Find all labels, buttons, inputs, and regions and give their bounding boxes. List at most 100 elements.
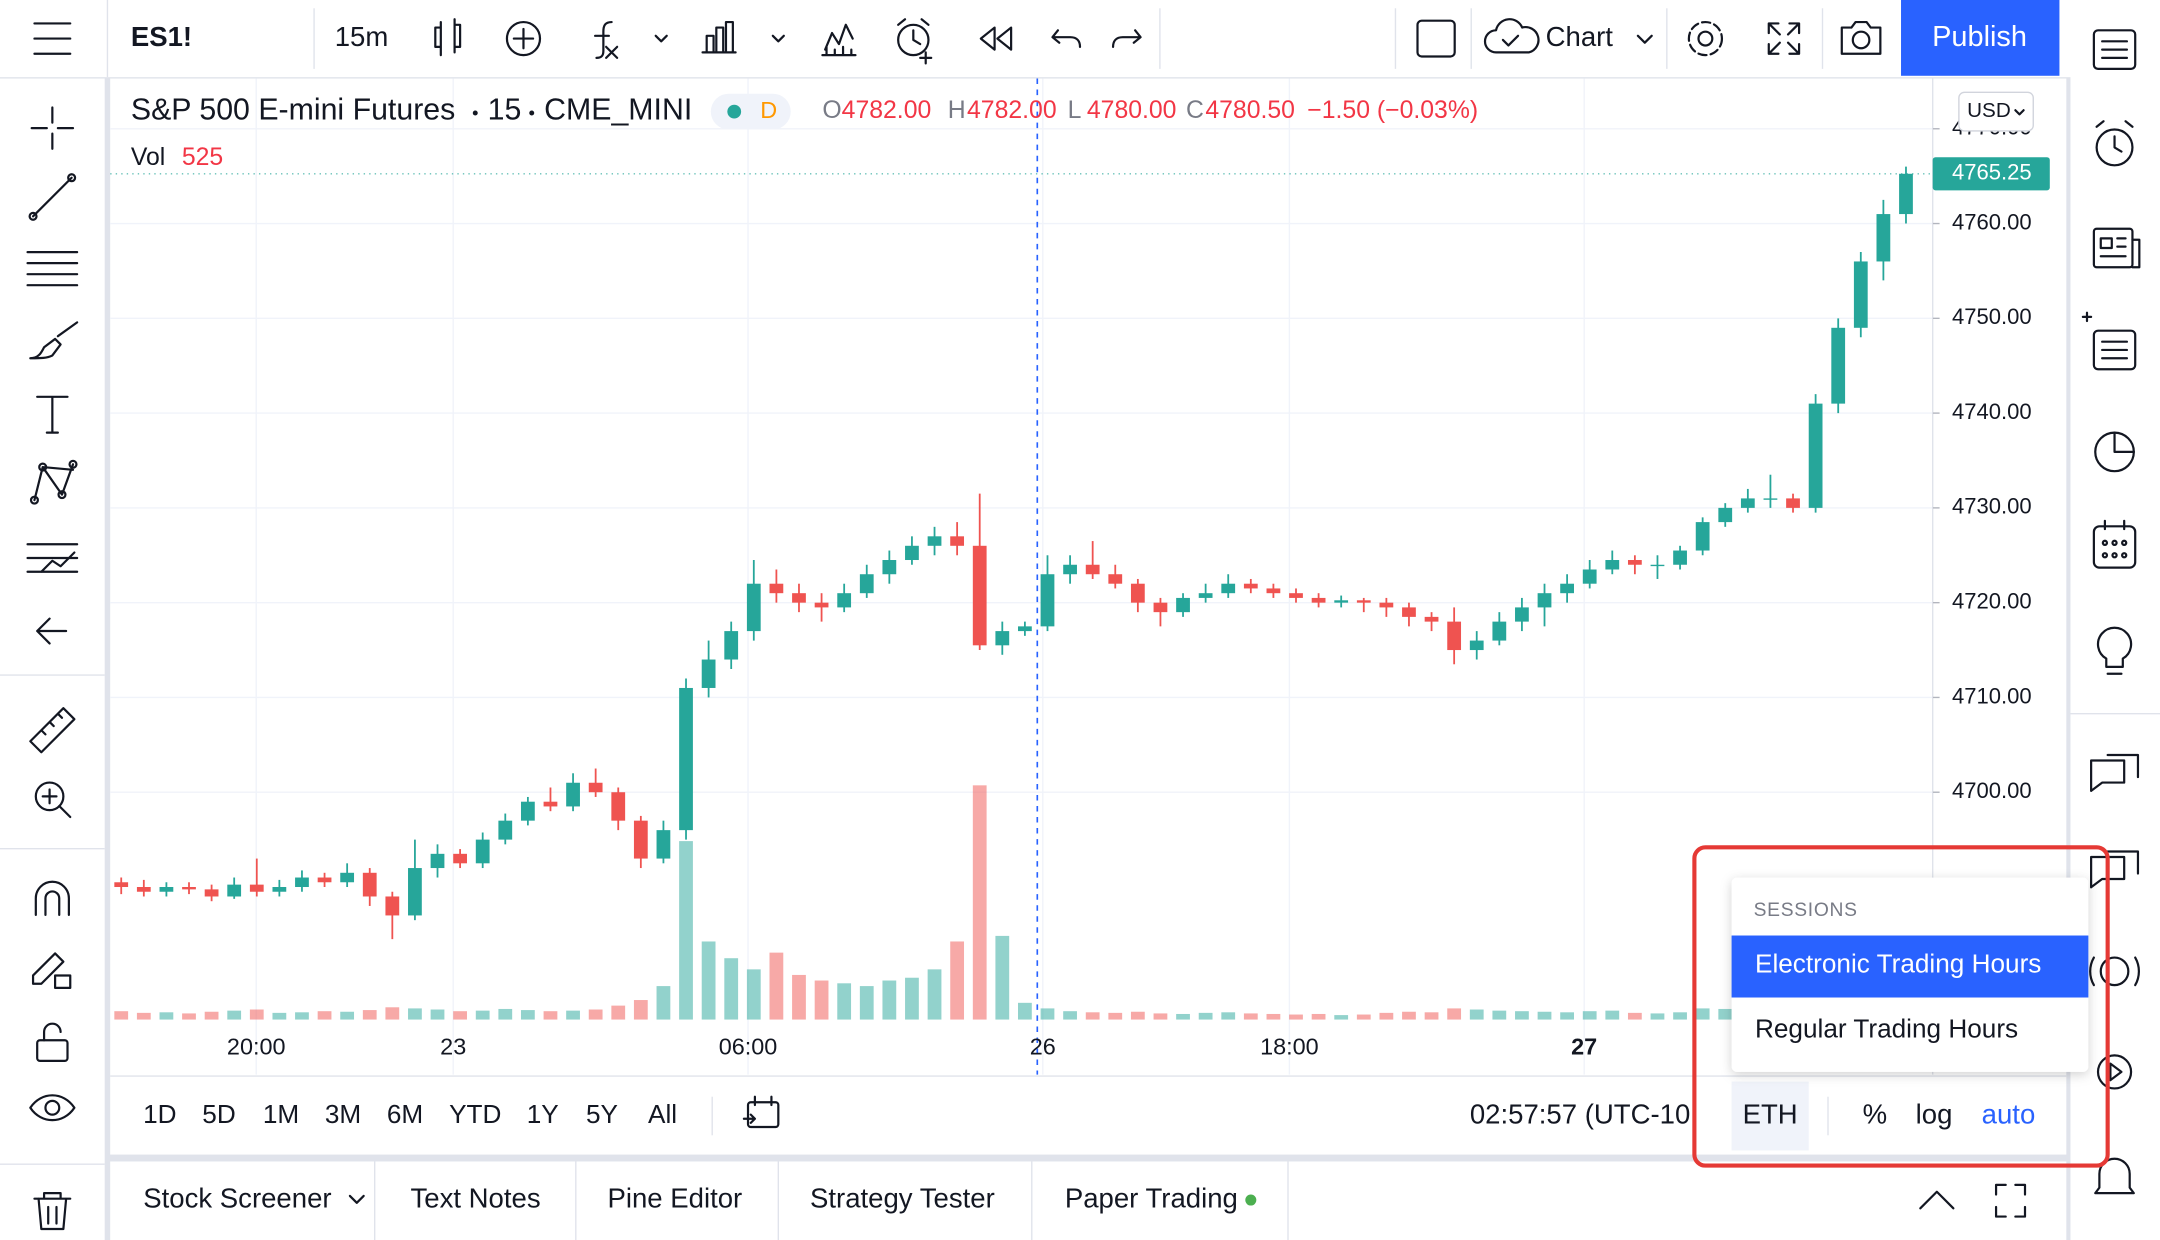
panel-tab[interactable]: Text Notes bbox=[411, 1182, 541, 1213]
calendar-button[interactable] bbox=[2121, 539, 2128, 547]
magnet-tool[interactable] bbox=[34, 880, 70, 916]
range-button[interactable]: 6M bbox=[387, 1099, 423, 1129]
alerts-button[interactable] bbox=[2095, 120, 2134, 167]
data-window-button[interactable] bbox=[2081, 311, 2093, 323]
calendar-button[interactable] bbox=[2101, 539, 2109, 547]
symbol-title[interactable]: S&P 500 E-mini Futures bbox=[131, 94, 455, 127]
watchlist-button[interactable] bbox=[2092, 29, 2137, 70]
templates-button[interactable] bbox=[701, 20, 785, 54]
menu-item-selected-bg[interactable] bbox=[1731, 935, 2089, 998]
calendar-button[interactable] bbox=[2103, 519, 2126, 531]
indicators-button[interactable] bbox=[654, 34, 668, 43]
templates-button[interactable] bbox=[701, 20, 737, 54]
broadcast-button[interactable] bbox=[2109, 1062, 2123, 1082]
trend-line-tool[interactable] bbox=[28, 173, 77, 221]
templates-button[interactable] bbox=[771, 34, 785, 43]
compare-button[interactable] bbox=[512, 27, 535, 50]
go-to-date-button[interactable] bbox=[742, 1095, 780, 1129]
maximize-panel-button[interactable] bbox=[1994, 1183, 2027, 1218]
pattern-tool[interactable] bbox=[29, 459, 78, 505]
alerts-list-button[interactable] bbox=[821, 23, 857, 57]
alert-button[interactable] bbox=[897, 18, 933, 65]
remove-drawings-tool[interactable] bbox=[33, 1192, 72, 1231]
lock-all-tool[interactable] bbox=[36, 1039, 69, 1062]
chart-type-button[interactable] bbox=[434, 18, 462, 57]
range-button[interactable]: 5Y bbox=[586, 1099, 618, 1129]
hide-toolbar-button[interactable] bbox=[36, 617, 68, 645]
redo-button[interactable] bbox=[1111, 29, 1142, 48]
visibility-tool[interactable] bbox=[29, 1094, 76, 1122]
interval[interactable]: 15m bbox=[335, 21, 389, 52]
brush-tool[interactable] bbox=[29, 321, 79, 360]
panel-tab[interactable]: Stock Screener bbox=[143, 1182, 331, 1213]
chats-button[interactable] bbox=[2090, 753, 2140, 792]
prediction-tool[interactable] bbox=[26, 543, 79, 573]
watchlist-button[interactable] bbox=[2101, 40, 2129, 59]
prediction-tool[interactable] bbox=[26, 543, 79, 573]
compare-button[interactable] bbox=[505, 20, 542, 57]
layout-button[interactable] bbox=[1416, 19, 1456, 58]
broadcast-button[interactable] bbox=[2096, 1054, 2133, 1090]
range-button[interactable]: 1M bbox=[263, 1099, 299, 1129]
public-chats-button[interactable] bbox=[2090, 850, 2140, 889]
data-window-button[interactable] bbox=[2081, 311, 2137, 371]
currency-button[interactable] bbox=[1958, 91, 2034, 132]
undo-button[interactable] bbox=[1051, 29, 1082, 48]
go-to-date-button[interactable] bbox=[742, 1095, 773, 1124]
publish-label[interactable]: Publish bbox=[1932, 21, 2027, 53]
broadcast-button[interactable] bbox=[2096, 1054, 2133, 1090]
range-button[interactable]: 5D bbox=[202, 1099, 235, 1129]
notifications-button[interactable] bbox=[2094, 1157, 2135, 1195]
chats-button[interactable] bbox=[2090, 753, 2140, 792]
news-button[interactable] bbox=[2092, 227, 2134, 269]
auto-toggle[interactable]: auto bbox=[1982, 1098, 2036, 1129]
panel-tab[interactable]: Strategy Tester bbox=[810, 1182, 995, 1213]
streams-button[interactable] bbox=[2099, 956, 2130, 987]
snapshot-button[interactable] bbox=[1851, 30, 1871, 50]
alerts-button[interactable] bbox=[2095, 120, 2134, 153]
replay-button[interactable] bbox=[979, 26, 1013, 51]
lock-drawing-tool[interactable] bbox=[54, 974, 72, 989]
currency-label[interactable]: USD bbox=[1967, 99, 2011, 122]
calendar-button[interactable] bbox=[2092, 525, 2137, 569]
calendar-button[interactable] bbox=[2092, 519, 2137, 569]
log-toggle[interactable]: log bbox=[1916, 1098, 1953, 1129]
measure-tool[interactable] bbox=[29, 707, 76, 754]
visibility-tool[interactable] bbox=[29, 1094, 76, 1122]
zoom-tool[interactable] bbox=[41, 788, 72, 819]
settings-button[interactable] bbox=[1697, 30, 1714, 47]
text-tool[interactable] bbox=[36, 395, 69, 434]
streams-button[interactable] bbox=[2089, 956, 2140, 987]
chart-menu-chevron[interactable] bbox=[1636, 34, 1653, 44]
crosshair-tool[interactable] bbox=[30, 106, 75, 150]
range-button[interactable]: 1Y bbox=[527, 1099, 559, 1129]
range-button[interactable]: 3M bbox=[325, 1099, 361, 1129]
crosshair-tool[interactable] bbox=[30, 106, 75, 150]
snapshot-button[interactable] bbox=[1840, 20, 1882, 55]
menu-item[interactable]: Electronic Trading Hours bbox=[1755, 949, 2041, 979]
alerts-list-button[interactable] bbox=[821, 23, 857, 57]
public-chats-button[interactable] bbox=[2090, 850, 2140, 889]
calendar-button[interactable] bbox=[2111, 552, 2118, 559]
calendar-button[interactable] bbox=[2121, 552, 2128, 559]
fib-tool[interactable] bbox=[26, 251, 79, 287]
zoom-tool[interactable] bbox=[34, 781, 72, 819]
save-button[interactable] bbox=[1501, 34, 1520, 47]
menu-button[interactable] bbox=[33, 22, 72, 55]
data-window-button[interactable] bbox=[2092, 329, 2137, 371]
visibility-tool[interactable] bbox=[44, 1099, 61, 1116]
remove-drawings-tool[interactable] bbox=[33, 1192, 72, 1231]
alerts-button[interactable] bbox=[2095, 128, 2134, 167]
ideas-button[interactable] bbox=[2096, 626, 2133, 675]
lock-drawing-tool[interactable] bbox=[31, 952, 72, 989]
hotlists-button[interactable] bbox=[2094, 431, 2135, 473]
trend-line-tool[interactable] bbox=[67, 173, 77, 183]
fullscreen-button[interactable] bbox=[1767, 22, 1801, 55]
calendar-button[interactable] bbox=[2101, 552, 2109, 559]
zoom-tool[interactable] bbox=[34, 781, 65, 812]
settings-button[interactable] bbox=[1687, 20, 1724, 57]
news-button[interactable] bbox=[2092, 227, 2141, 269]
streams-button[interactable] bbox=[2089, 956, 2140, 987]
redo-button[interactable] bbox=[1111, 29, 1142, 48]
fullscreen-button[interactable] bbox=[1767, 22, 1801, 55]
